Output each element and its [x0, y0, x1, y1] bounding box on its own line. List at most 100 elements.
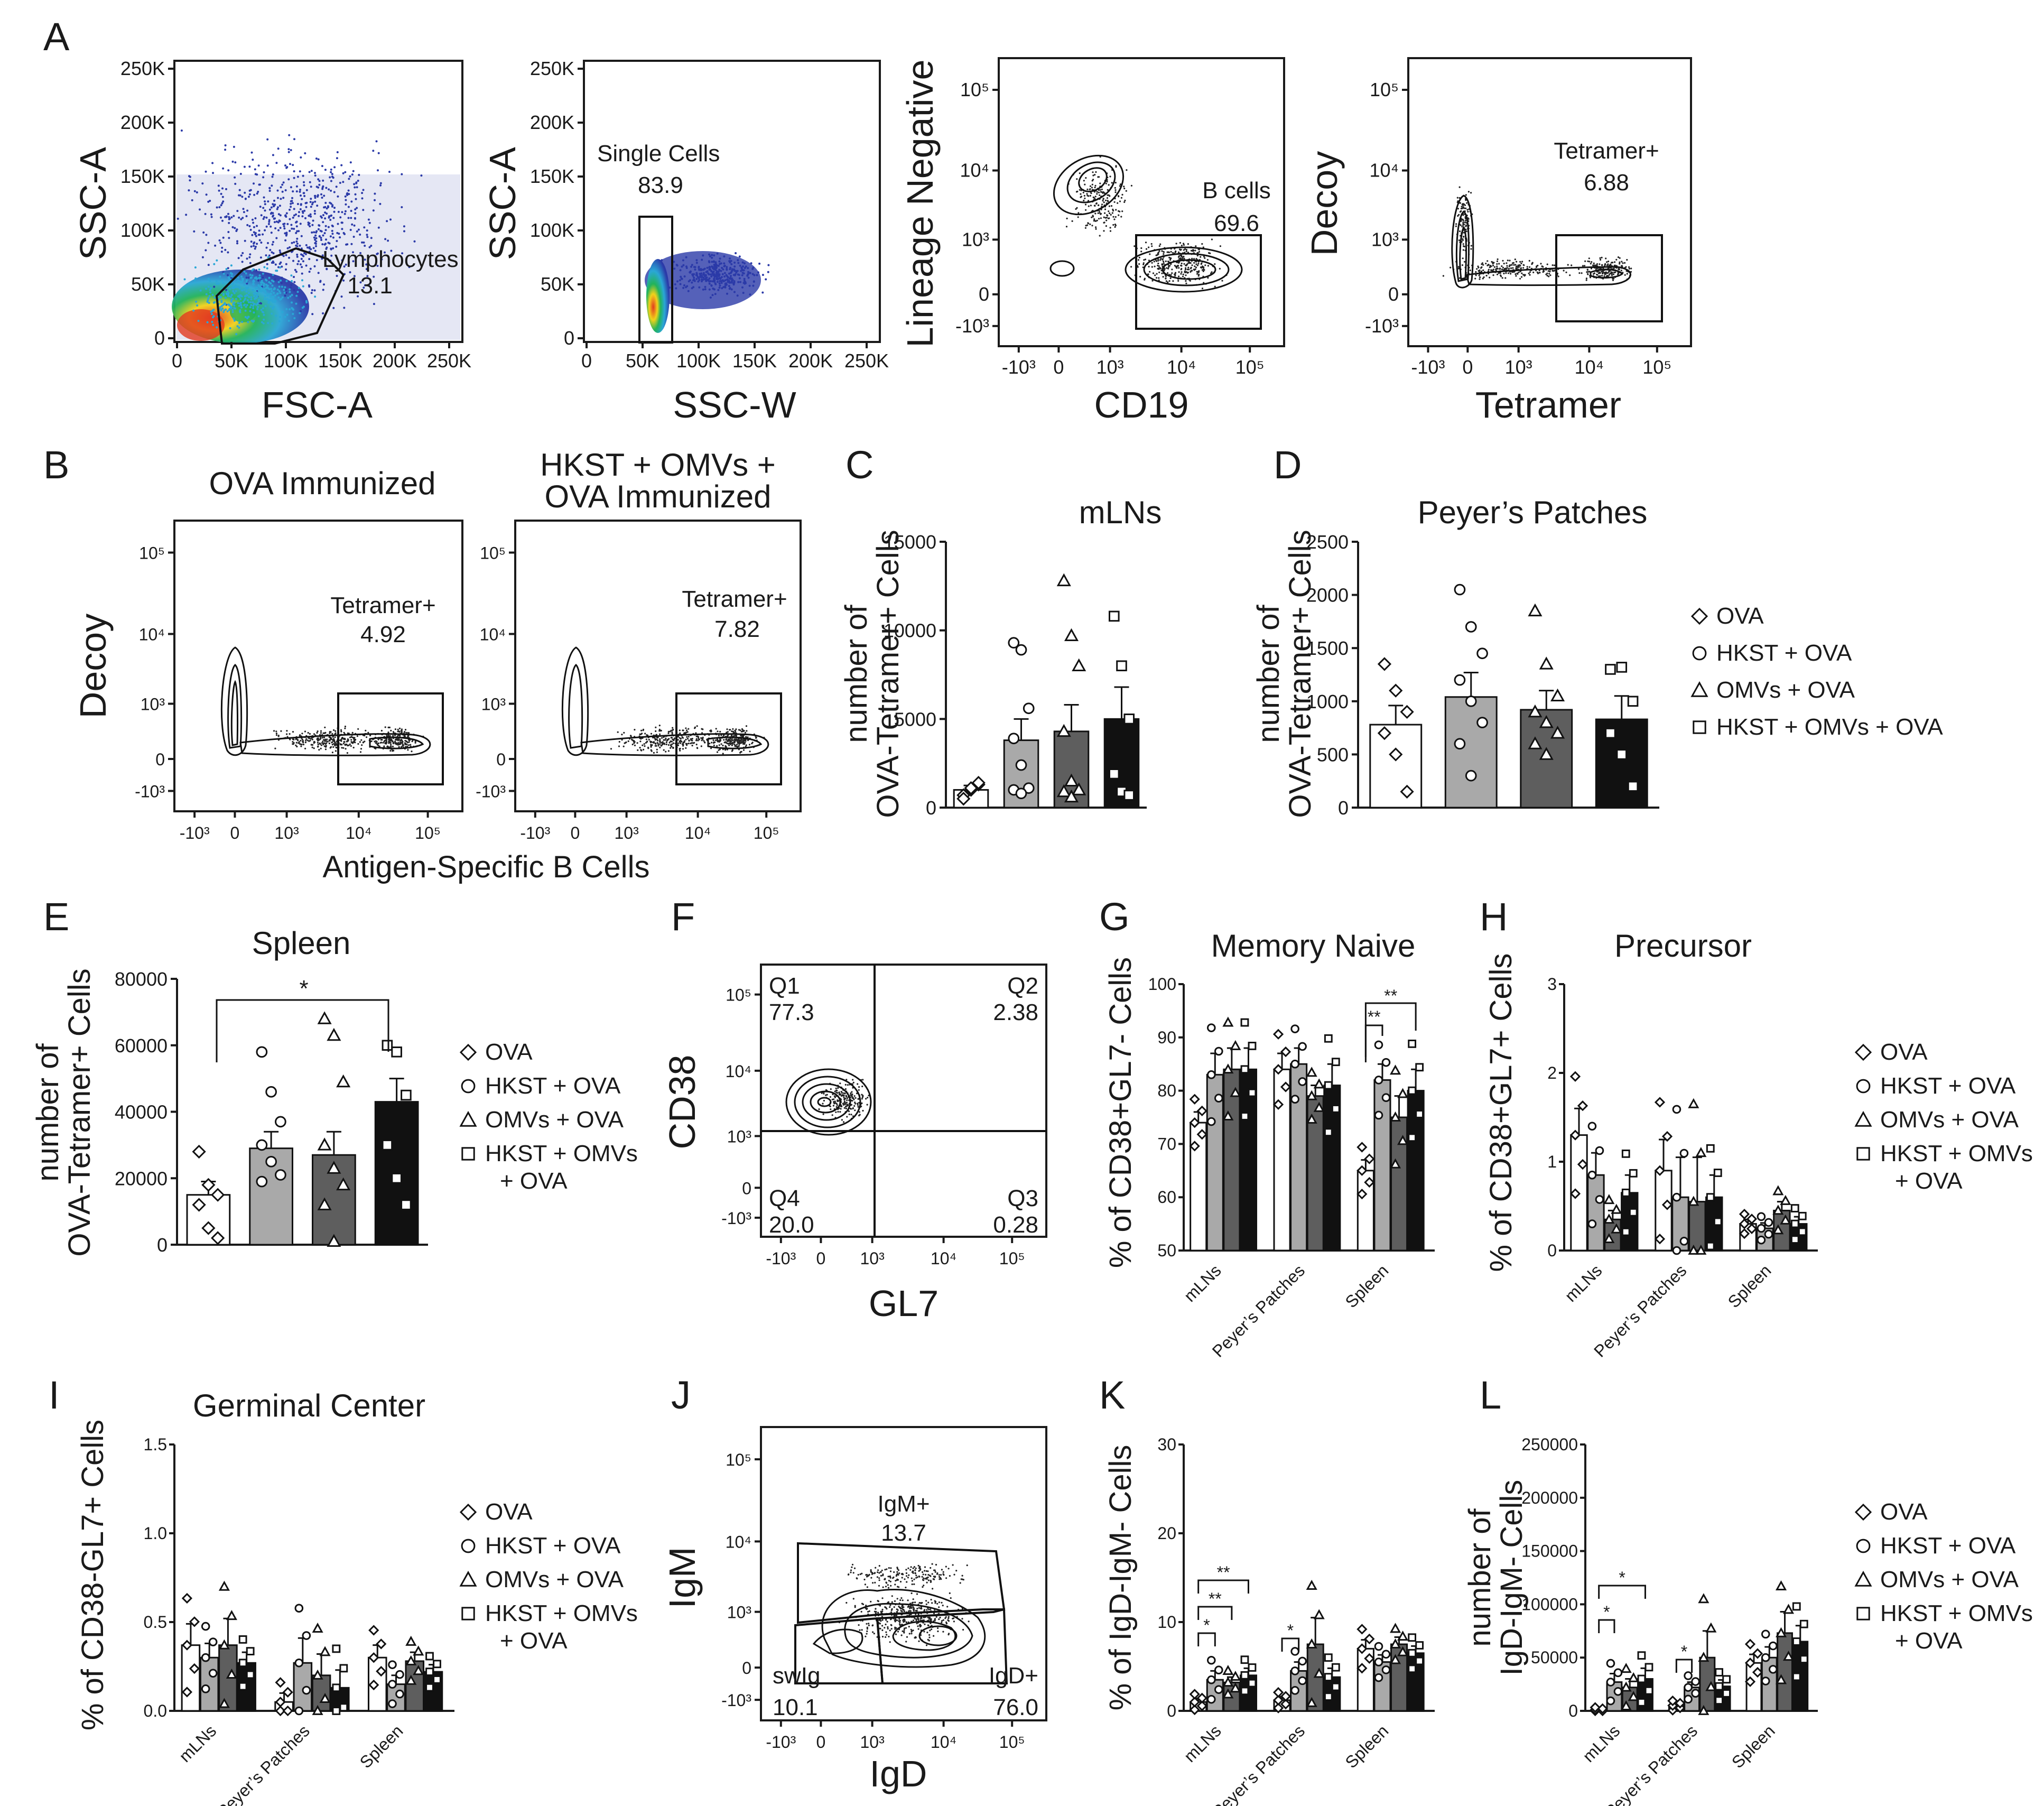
scatter-dot [408, 744, 410, 746]
scatter-dot [1201, 262, 1203, 264]
scatter-dot [894, 1626, 896, 1628]
scatter-dot [955, 1570, 958, 1572]
scatter-dot [912, 1567, 914, 1569]
scatter-dot [323, 736, 326, 738]
scatter-dot [679, 283, 682, 285]
scatter-dot [934, 1571, 936, 1573]
scatter-dot [1582, 265, 1584, 267]
scatter-dot [239, 173, 242, 175]
scatter-dot [1503, 269, 1506, 271]
scatter-dot [716, 745, 718, 747]
scatter-dot [243, 284, 246, 286]
scatter-dot [1578, 272, 1581, 274]
tick-label: -10³ [1411, 356, 1445, 378]
scatter-dot [230, 300, 233, 303]
scatter-dot [1605, 272, 1607, 274]
scatter-dot [299, 244, 301, 247]
scatter-dot [401, 742, 403, 744]
scatter-dot [1175, 251, 1177, 253]
scatter-dot [350, 736, 352, 738]
scatter-dot [1599, 272, 1601, 274]
tick-label: 10³ [962, 228, 989, 250]
scatter-dot [895, 1633, 897, 1635]
scatter-dot [288, 134, 291, 136]
scatter-dot [1442, 275, 1444, 277]
scatter-dot [365, 263, 368, 266]
scatter-dot [1493, 262, 1495, 264]
scatter-dot [1626, 273, 1628, 275]
x-axis-label: SSC-W [673, 384, 796, 425]
scatter-dot [1165, 260, 1167, 262]
scatter-dot [272, 252, 275, 255]
scatter-dot [247, 276, 250, 279]
scatter-dot [1099, 194, 1101, 196]
scatter-dot [324, 748, 327, 751]
scatter-dot [1083, 180, 1085, 182]
scatter-dot [1207, 277, 1209, 279]
scatter-dot [304, 217, 306, 219]
scatter-dot [336, 151, 339, 153]
scatter-dot [700, 276, 702, 279]
scatter-dot [705, 271, 708, 273]
scatter-dot [231, 309, 234, 311]
scatter-dot [1066, 217, 1068, 219]
scatter-dot [233, 145, 235, 148]
scatter-dot [304, 747, 306, 749]
scatter-dot [729, 257, 731, 260]
scatter-dot [247, 316, 250, 318]
scatter-dot [1101, 203, 1103, 206]
triangle-icon [1539, 747, 1554, 760]
x-axis-label: Tetramer [1475, 384, 1621, 425]
scatter-dot [245, 305, 247, 308]
scatter-dot [1109, 195, 1111, 197]
tick-label: 0 [742, 1179, 751, 1198]
scatter-dot [309, 267, 312, 270]
scatter-dot [1597, 267, 1599, 270]
scatter-dot [1496, 265, 1498, 267]
scatter-dot [745, 744, 747, 746]
scatter-dot [915, 1575, 917, 1577]
scatter-dot [888, 1635, 890, 1638]
scatter-dot [852, 1598, 854, 1600]
scatter-dot [229, 272, 232, 274]
scatter-dot [910, 1606, 912, 1608]
scatter-dot [245, 290, 248, 293]
scatter-dot [283, 225, 285, 227]
scatter-dot [701, 258, 703, 261]
scatter-dot [1586, 271, 1588, 273]
scatter-dot [646, 740, 648, 743]
scatter-dot [1094, 184, 1097, 187]
scatter-dot [227, 292, 230, 294]
scatter-dot [903, 1629, 905, 1631]
scatter-dot [370, 245, 373, 247]
scatter-dot [205, 288, 207, 290]
scatter-dot [212, 172, 214, 174]
scatter-dot [1156, 273, 1158, 275]
scatter-dot [342, 743, 345, 745]
scatter-dot [1617, 256, 1620, 258]
scatter-dot [1190, 271, 1192, 273]
scatter-dot [924, 1623, 926, 1625]
scatter-dot [410, 744, 412, 746]
scatter-dot [1179, 254, 1182, 256]
scatter-dot [1465, 224, 1467, 226]
scatter-dot [222, 236, 225, 239]
scatter-dot [330, 254, 333, 257]
scatter-dot [870, 1569, 872, 1571]
scatter-dot [919, 1607, 922, 1609]
scatter-dot [320, 730, 322, 732]
scatter-dot [925, 1603, 927, 1605]
scatter-dot [1114, 216, 1117, 218]
scatter-dot [893, 1606, 895, 1608]
scatter-dot [944, 1617, 946, 1619]
scatter-dot [1167, 281, 1169, 283]
gate-label-igd: IgD+ [989, 1663, 1038, 1689]
scatter-dot [310, 206, 312, 208]
triangle-icon [1064, 789, 1079, 803]
scatter-dot [739, 264, 741, 267]
tick-label: 50 [1157, 1241, 1176, 1260]
scatter-dot [322, 740, 324, 743]
scatter-dot [256, 286, 258, 289]
scatter-dot [877, 1569, 879, 1571]
scatter-dot [301, 272, 303, 275]
